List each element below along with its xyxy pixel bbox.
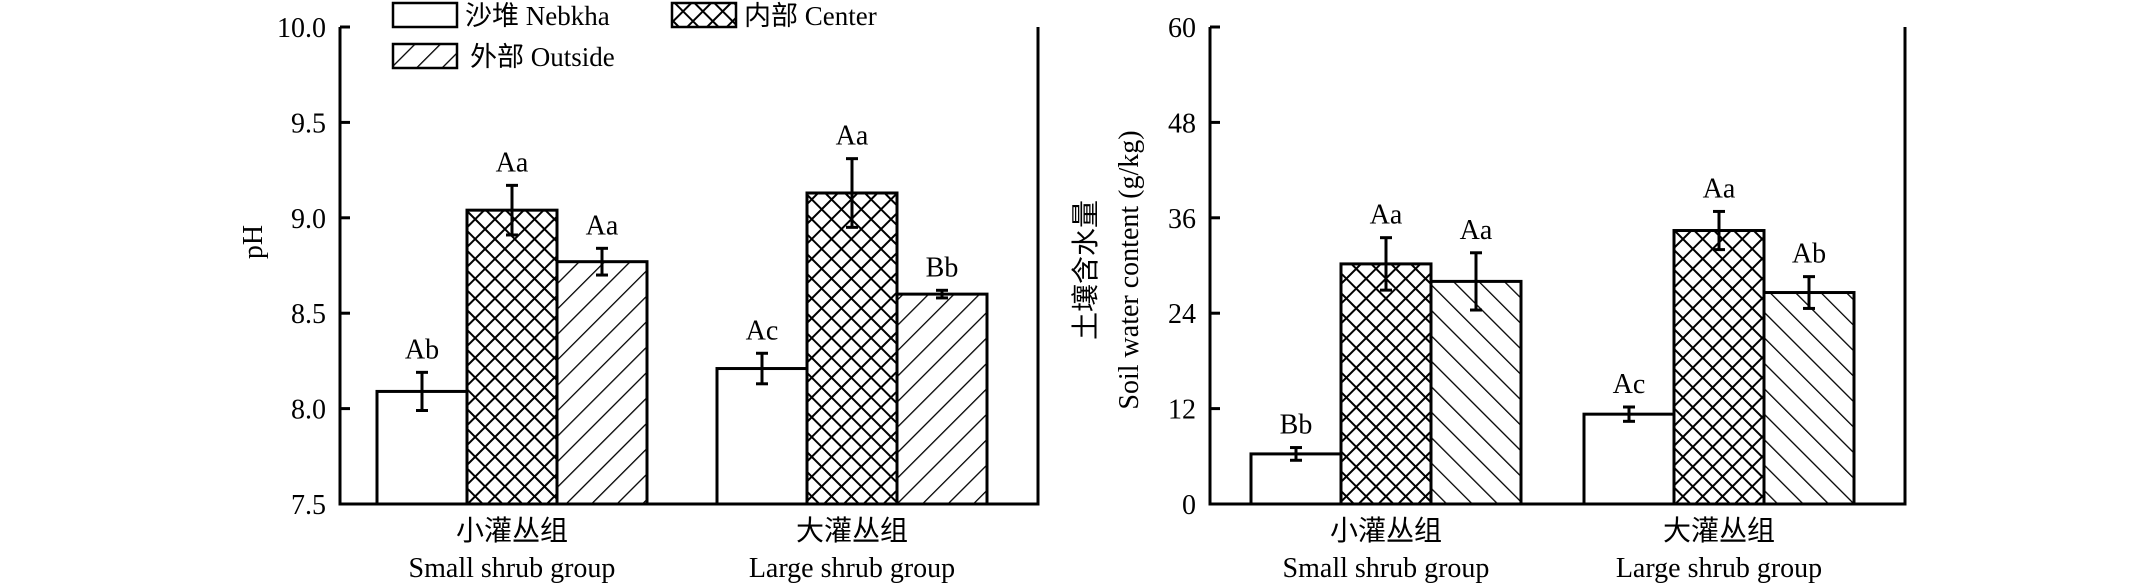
legend-swatch-nebkha [391, 1, 459, 29]
swc-axis-frame [1208, 27, 1907, 506]
swc-axis-label-zh: 土壤含水量 [1070, 200, 1102, 340]
bar-crosshatch-0 [465, 208, 559, 506]
significance-label: Ac [1613, 369, 1646, 400]
significance-label: Aa [1370, 200, 1403, 231]
swc-bars: Bb Aa Aa Ac Aa Ab [1249, 173, 1856, 506]
significance-label: Aa [1460, 215, 1493, 246]
significance-label: Aa [1703, 173, 1736, 204]
ph-x-categories: 小灌丛组 Small shrub group 大灌丛组 Large shrub gro… [409, 515, 956, 584]
ph-axis-frame [338, 27, 1040, 506]
bar-hatch-1 [1762, 291, 1856, 506]
legend-item-center: 内部 Center [670, 1, 877, 31]
bar-blank-1 [1582, 412, 1676, 506]
significance-label: Aa [496, 147, 529, 178]
swc-axis-label-en: Soil water content (g/kg) [1114, 130, 1145, 409]
bar-hatch-1 [895, 292, 989, 506]
swc-y-ticks: 0 12 24 36 48 60 [1168, 13, 1220, 521]
y-tick-label: 12 [1168, 395, 1196, 426]
y-tick-label: 10.0 [277, 13, 326, 44]
y-tick-label: 8.0 [291, 395, 326, 426]
x-category-label-zh: 小灌丛组 [1330, 515, 1442, 547]
significance-label: Aa [836, 121, 869, 152]
bar-crosshatch-1 [805, 191, 899, 506]
y-tick-label: 7.5 [291, 490, 326, 521]
bar-hatch-0 [555, 260, 649, 506]
bar-blank-1 [715, 367, 809, 506]
y-tick-label: 9.5 [291, 108, 326, 139]
significance-label: Bb [926, 252, 959, 283]
y-tick-label: 48 [1168, 108, 1196, 139]
legend-label-nebkha: 沙堆 Nebkha [465, 1, 610, 31]
ph-bars: Ab Aa Aa Ac Aa Bb [375, 121, 989, 506]
chart-ph: pH 7.5 8.0 8.5 9.0 9.5 10.0 Ab Aa Aa Ac Aa Bb 小灌丛组… [238, 13, 1040, 584]
x-category-label-zh: 小灌丛组 [456, 515, 568, 547]
y-tick-label: 24 [1168, 299, 1196, 330]
x-category-label-en: Small shrub group [1283, 553, 1490, 584]
y-tick-label: 0 [1182, 490, 1196, 521]
legend-swatch-center [670, 1, 738, 29]
legend-item-nebkha: 沙堆 Nebkha [391, 1, 610, 31]
y-tick-label: 60 [1168, 13, 1196, 44]
ph-axis-label: pH [238, 225, 269, 259]
ph-y-ticks: 7.5 8.0 8.5 9.0 9.5 10.0 [277, 13, 350, 521]
legend: 沙堆 Nebkha 内部 Center 外部 Outside [391, 1, 877, 72]
x-category-label-en: Large shrub group [1616, 553, 1822, 584]
chart-soil-water: 土壤含水量 Soil water content (g/kg) 0 12 24 36 4… [1070, 13, 1907, 584]
x-category-label-zh: 大灌丛组 [1663, 515, 1775, 547]
bar-hatch-0 [1429, 279, 1523, 506]
significance-label: Ab [405, 334, 439, 365]
x-category-label-zh: 大灌丛组 [796, 515, 908, 547]
legend-swatch-outside [391, 42, 459, 70]
bar-crosshatch-1 [1672, 229, 1766, 506]
x-category-label-en: Small shrub group [409, 553, 616, 584]
legend-label-center: 内部 Center [744, 1, 877, 31]
swc-x-categories: 小灌丛组 Small shrub group 大灌丛组 Large shrub gro… [1283, 515, 1823, 584]
significance-label: Ab [1792, 239, 1826, 270]
bar-crosshatch-0 [1339, 262, 1433, 506]
significance-label: Aa [586, 210, 619, 241]
legend-label-outside: 外部 Outside [470, 42, 615, 72]
x-category-label-en: Large shrub group [749, 553, 955, 584]
y-tick-label: 36 [1168, 204, 1196, 235]
significance-label: Ac [746, 315, 779, 346]
significance-label: Bb [1280, 410, 1313, 441]
y-tick-label: 9.0 [291, 204, 326, 235]
legend-item-outside: 外部 Outside [391, 42, 615, 72]
y-tick-label: 8.5 [291, 299, 326, 330]
